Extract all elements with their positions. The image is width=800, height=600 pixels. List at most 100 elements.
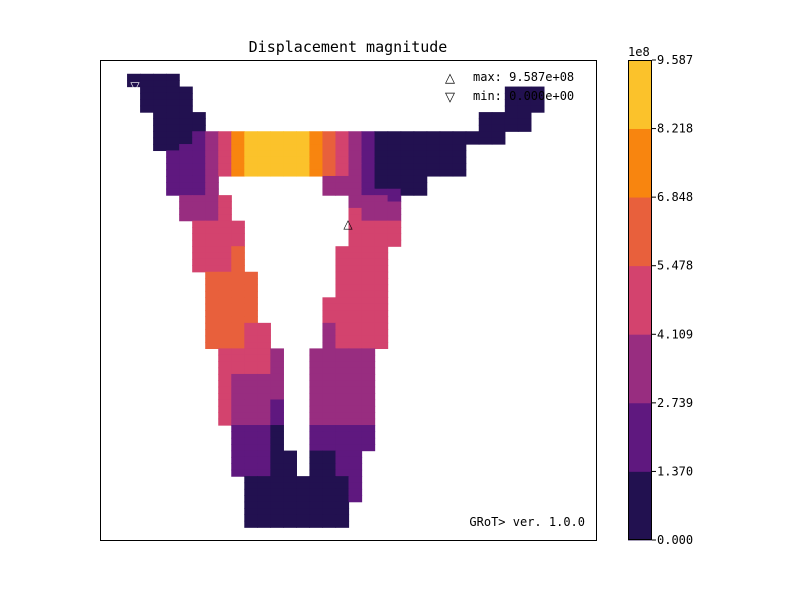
heatmap-cell bbox=[244, 431, 258, 439]
heatmap-cell bbox=[322, 476, 337, 484]
colorbar-tick-label: 8.218 bbox=[657, 122, 693, 136]
heatmap-cell bbox=[530, 86, 545, 94]
heatmap-cell bbox=[335, 188, 350, 196]
heatmap-cell bbox=[166, 169, 180, 177]
heatmap-cell bbox=[270, 386, 284, 394]
heatmap-cell bbox=[218, 207, 232, 215]
heatmap-cell bbox=[218, 329, 232, 337]
heatmap-cell bbox=[257, 163, 271, 171]
colorbar-bin bbox=[628, 265, 652, 335]
min-legend-marker: ▽ bbox=[445, 90, 455, 105]
heatmap-cell bbox=[257, 476, 271, 484]
heatmap-cell bbox=[218, 214, 232, 222]
heatmap-cell bbox=[335, 278, 350, 286]
heatmap-cell bbox=[348, 131, 363, 139]
heatmap-cell bbox=[322, 456, 337, 464]
colorbar-ticks: 0.000 1.370 2.739 4.109 5.478 6.848 8.218 9.587 bbox=[652, 53, 693, 547]
heatmap-cell bbox=[413, 182, 428, 190]
heatmap-cell bbox=[231, 361, 245, 369]
heatmap-cell bbox=[309, 444, 324, 452]
heatmap-cell bbox=[166, 112, 180, 120]
heatmap-cell bbox=[270, 469, 284, 477]
heatmap-cell bbox=[335, 150, 350, 158]
heatmap-cell bbox=[517, 99, 532, 107]
heatmap-cell bbox=[205, 252, 219, 260]
heatmap-cell bbox=[361, 367, 376, 375]
colorbar-bin bbox=[628, 334, 652, 404]
heatmap-cell bbox=[270, 514, 284, 522]
heatmap-cell bbox=[244, 137, 258, 145]
heatmap-cell bbox=[361, 297, 376, 305]
heatmap-cell bbox=[348, 469, 363, 477]
heatmap-cell bbox=[413, 137, 428, 145]
heatmap-cell bbox=[166, 188, 180, 196]
heatmap-cell bbox=[452, 131, 467, 139]
heatmap-cell bbox=[205, 220, 219, 228]
heatmap-cell bbox=[244, 316, 258, 324]
heatmap-cell bbox=[179, 99, 193, 107]
heatmap-cell bbox=[322, 514, 337, 522]
heatmap-cell bbox=[335, 290, 350, 298]
heatmap-cell bbox=[231, 322, 245, 330]
heatmap-cell bbox=[257, 431, 271, 439]
heatmap-cell bbox=[179, 137, 193, 145]
heatmap-cell bbox=[322, 335, 337, 343]
heatmap-cell bbox=[244, 271, 258, 279]
heatmap-cell bbox=[348, 405, 363, 413]
heatmap-cell bbox=[270, 501, 284, 509]
heatmap-cell bbox=[348, 437, 363, 445]
heatmap-cell bbox=[257, 418, 271, 426]
heatmap-cell bbox=[309, 425, 324, 433]
heatmap-cell bbox=[374, 239, 389, 247]
heatmap-cell bbox=[244, 361, 258, 369]
heatmap-cell bbox=[517, 118, 532, 126]
heatmap-cell bbox=[335, 144, 350, 152]
heatmap-cell bbox=[296, 144, 311, 152]
heatmap-cell bbox=[374, 246, 389, 254]
heatmap-cell bbox=[179, 86, 193, 94]
heatmap-cell bbox=[179, 195, 193, 203]
heatmap-cell bbox=[361, 386, 376, 394]
heatmap-cell bbox=[218, 169, 232, 177]
heatmap-cell bbox=[504, 118, 519, 126]
heatmap-cell bbox=[231, 278, 245, 286]
heatmap-cell bbox=[218, 361, 232, 369]
heatmap-cell bbox=[205, 265, 219, 273]
heatmap-cell bbox=[361, 393, 376, 401]
heatmap-cell bbox=[348, 342, 363, 349]
heatmap-cell bbox=[361, 310, 376, 318]
heatmap-cell bbox=[309, 482, 324, 490]
heatmap-cell bbox=[218, 220, 232, 228]
heatmap-cell bbox=[231, 137, 245, 145]
heatmap-cell bbox=[309, 437, 324, 445]
heatmap-cell bbox=[374, 297, 389, 305]
heatmap-cell bbox=[348, 163, 363, 171]
heatmap-cell bbox=[192, 239, 206, 247]
heatmap-cell bbox=[166, 175, 180, 183]
heatmap-cell bbox=[361, 405, 376, 413]
heatmap-cell bbox=[257, 520, 271, 528]
heatmap-cell bbox=[335, 329, 350, 337]
heatmap-cell bbox=[257, 386, 271, 394]
max-marker: △ bbox=[343, 217, 353, 231]
heatmap-cell bbox=[335, 137, 350, 145]
heatmap-cell bbox=[309, 150, 324, 158]
heatmap-cell bbox=[244, 303, 258, 311]
heatmap-cell bbox=[244, 412, 258, 420]
heatmap-cell bbox=[374, 310, 389, 318]
heatmap-cell bbox=[153, 112, 167, 120]
heatmap-cell bbox=[387, 214, 402, 222]
heatmap-cell bbox=[478, 131, 493, 139]
heatmap-cell bbox=[309, 495, 324, 503]
heatmap-cell bbox=[309, 169, 324, 177]
heatmap-cell bbox=[439, 169, 454, 177]
heatmap-cell bbox=[231, 412, 245, 420]
heatmap-cell bbox=[361, 431, 376, 439]
heatmap-cell bbox=[192, 182, 206, 190]
heatmap-cell bbox=[335, 488, 350, 496]
heatmap-cell bbox=[309, 476, 324, 484]
heatmap-cell bbox=[374, 195, 389, 203]
heatmap-cell bbox=[322, 482, 337, 490]
heatmap-cell bbox=[322, 393, 337, 401]
heatmap-cell bbox=[322, 322, 337, 330]
